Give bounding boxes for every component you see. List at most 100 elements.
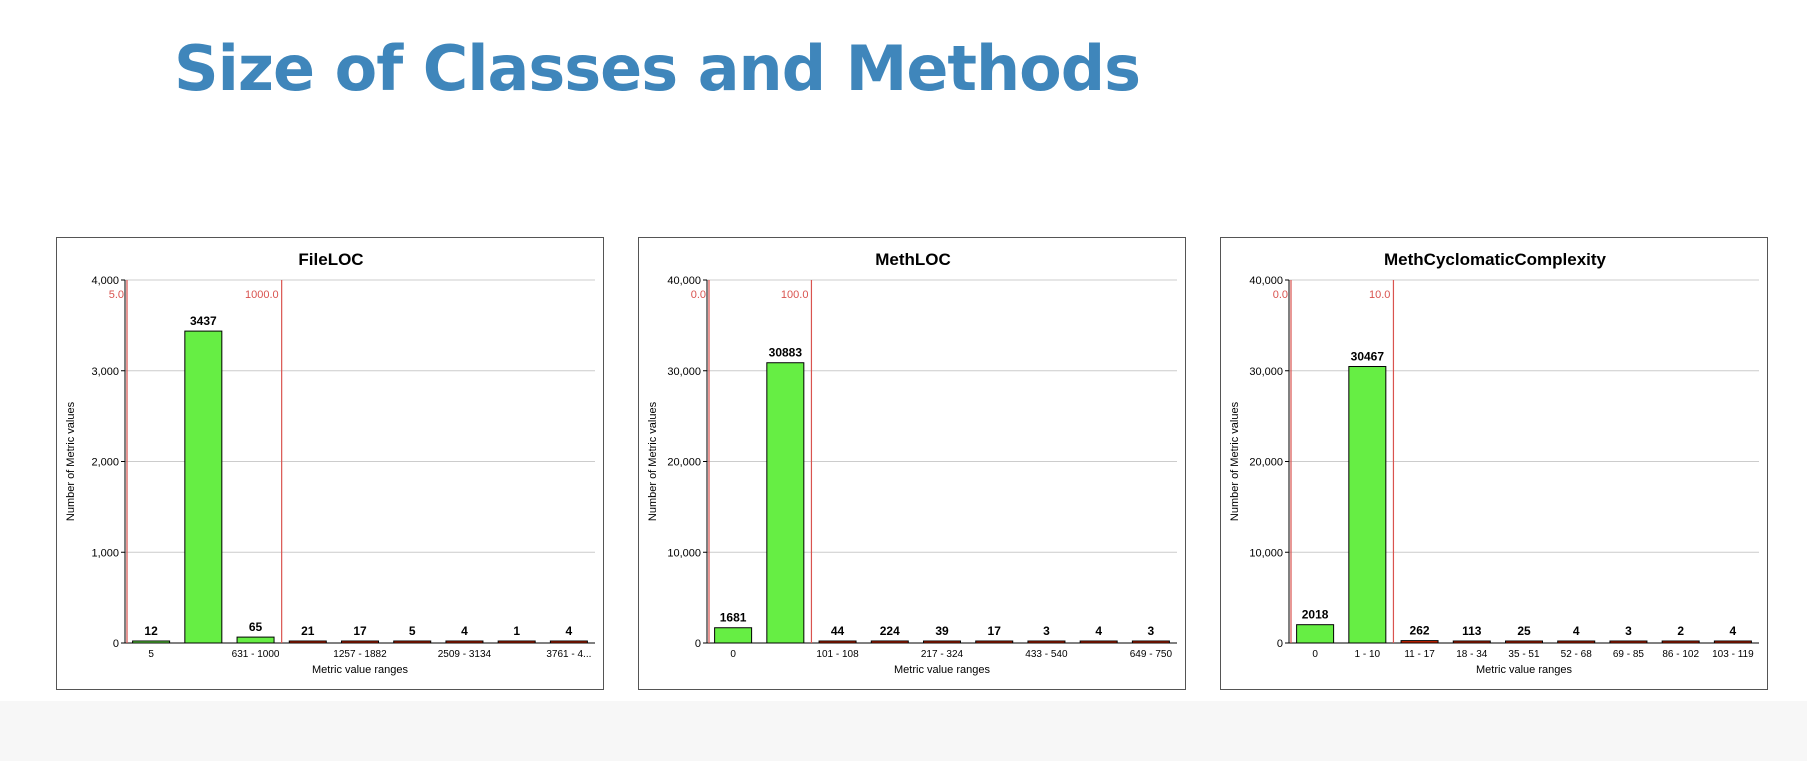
- bar-value-label: 12: [144, 624, 158, 638]
- threshold-label: 0.0: [1273, 289, 1288, 301]
- bar-value-label: 4: [1095, 624, 1102, 638]
- y-tick-label: 0: [113, 638, 119, 650]
- bar-value-label: 3: [1043, 624, 1050, 638]
- bar-value-label: 1681: [720, 611, 747, 625]
- chart-svg-fileloc: FileLOC 0 1,000 2,000 3,000 4,000 12 5 3437 65 631…: [65, 250, 595, 676]
- bar: [445, 640, 484, 644]
- x-tick-label: 3761 - 4...: [546, 649, 591, 660]
- bar: [1609, 640, 1648, 644]
- bar-value-label: 30883: [769, 346, 803, 360]
- y-tick-label: 20,000: [1249, 457, 1283, 469]
- y-tick-label: 10,000: [1249, 547, 1283, 559]
- bar: [1131, 640, 1170, 644]
- y-tick-label: 4,000: [91, 275, 119, 287]
- bar-value-label: 25: [1517, 624, 1531, 638]
- bar-value-label: 17: [988, 624, 1002, 638]
- x-tick-label: 217 - 324: [921, 649, 964, 660]
- threshold-label: 1000.0: [245, 289, 279, 301]
- slide-title: Size of Classes and Methods: [174, 32, 1141, 105]
- y-tick-label: 2,000: [91, 457, 119, 469]
- x-tick-label: 433 - 540: [1025, 649, 1068, 660]
- bar-value-label: 113: [1462, 624, 1482, 638]
- x-tick-label: 1257 - 1882: [333, 649, 387, 660]
- bar-value-label: 1: [513, 624, 520, 638]
- x-axis-label: Metric value ranges: [312, 664, 408, 676]
- y-tick-label: 10,000: [667, 547, 701, 559]
- bar: [1400, 640, 1439, 644]
- x-tick-label: 5: [148, 649, 154, 660]
- bar-value-label: 3437: [190, 314, 217, 328]
- threshold-label: 0.0: [691, 289, 706, 301]
- bar: [132, 640, 171, 644]
- y-tick-label: 1,000: [91, 547, 119, 559]
- x-tick-label: 18 - 34: [1456, 649, 1488, 660]
- x-tick-label: 0: [730, 649, 736, 660]
- chart-title: MethCyclomaticComplexity: [1384, 250, 1607, 269]
- bar-value-label: 3: [1148, 624, 1155, 638]
- bar-value-label: 3: [1625, 624, 1632, 638]
- bar: [393, 640, 432, 644]
- bar: [1079, 640, 1118, 644]
- threshold-label: 100.0: [781, 289, 809, 301]
- bar: [818, 640, 857, 644]
- bar-value-label: 5: [409, 624, 416, 638]
- y-tick-label: 20,000: [667, 457, 701, 469]
- bar: [549, 640, 588, 644]
- y-tick-label: 40,000: [667, 275, 701, 287]
- bar: [975, 640, 1014, 644]
- bar-value-label: 4: [1730, 624, 1737, 638]
- bar: [1661, 640, 1700, 644]
- chart-panel-methloc: MethLOC 0 10,000 20,000 30,000 40,000 1681 0 308…: [638, 237, 1186, 690]
- bar-value-label: 224: [880, 624, 900, 638]
- x-tick-label: 1 - 10: [1355, 649, 1381, 660]
- x-tick-label: 2509 - 3134: [438, 649, 492, 660]
- x-tick-label: 11 - 17: [1404, 649, 1435, 660]
- y-axis-label: Number of Metric values: [65, 401, 77, 521]
- x-axis-label: Metric value ranges: [894, 664, 990, 676]
- x-tick-label: 69 - 85: [1613, 649, 1645, 660]
- slide-footer-band: [0, 701, 1807, 761]
- bar-value-label: 17: [353, 624, 367, 638]
- y-tick-label: 0: [695, 638, 701, 650]
- x-tick-label: 35 - 51: [1508, 649, 1540, 660]
- bar: [341, 640, 379, 644]
- chart-svg-methloc: MethLOC 0 10,000 20,000 30,000 40,000 1681 0 308…: [647, 250, 1177, 676]
- x-tick-label: 86 - 102: [1662, 649, 1699, 660]
- bar-value-label: 2: [1677, 624, 1684, 638]
- bar-value-label: 65: [249, 620, 263, 634]
- bar-value-label: 4: [566, 624, 573, 638]
- bar-value-label: 39: [935, 624, 949, 638]
- bar: [923, 640, 961, 644]
- bar-value-label: 30467: [1351, 350, 1385, 364]
- x-tick-label: 631 - 1000: [232, 649, 280, 660]
- bar: [1505, 640, 1543, 644]
- bar: [766, 362, 805, 644]
- bar: [288, 640, 327, 644]
- x-tick-label: 649 - 750: [1130, 649, 1173, 660]
- chart-panel-fileloc: FileLOC 0 1,000 2,000 3,000 4,000 12 5 3437 65 631…: [56, 237, 604, 690]
- bar: [236, 636, 275, 644]
- y-axis-label: Number of Metric values: [1229, 401, 1241, 521]
- y-tick-label: 0: [1277, 638, 1283, 650]
- bar: [184, 330, 223, 644]
- bar-value-label: 21: [301, 624, 315, 638]
- x-tick-label: 101 - 108: [816, 649, 859, 660]
- y-tick-label: 40,000: [1249, 275, 1283, 287]
- bar: [870, 640, 909, 644]
- bar: [1296, 624, 1335, 644]
- chart-title: MethLOC: [875, 250, 951, 269]
- bar: [1027, 640, 1066, 644]
- bar: [1452, 640, 1491, 644]
- x-tick-label: 0: [1312, 649, 1318, 660]
- bar-value-label: 2018: [1302, 608, 1329, 622]
- chart-title: FileLOC: [298, 250, 363, 269]
- bar-value-label: 4: [461, 624, 468, 638]
- threshold-label: 5.0: [109, 289, 124, 301]
- bar: [497, 640, 536, 644]
- chart-panel-methcyclomaticcomplexity: MethCyclomaticComplexity 0 10,000 20,000 30,…: [1220, 237, 1768, 690]
- y-tick-label: 3,000: [91, 366, 119, 378]
- bar: [1713, 640, 1752, 644]
- y-axis-label: Number of Metric values: [647, 401, 659, 521]
- x-tick-label: 103 - 119: [1712, 649, 1754, 660]
- bar-value-label: 4: [1573, 624, 1580, 638]
